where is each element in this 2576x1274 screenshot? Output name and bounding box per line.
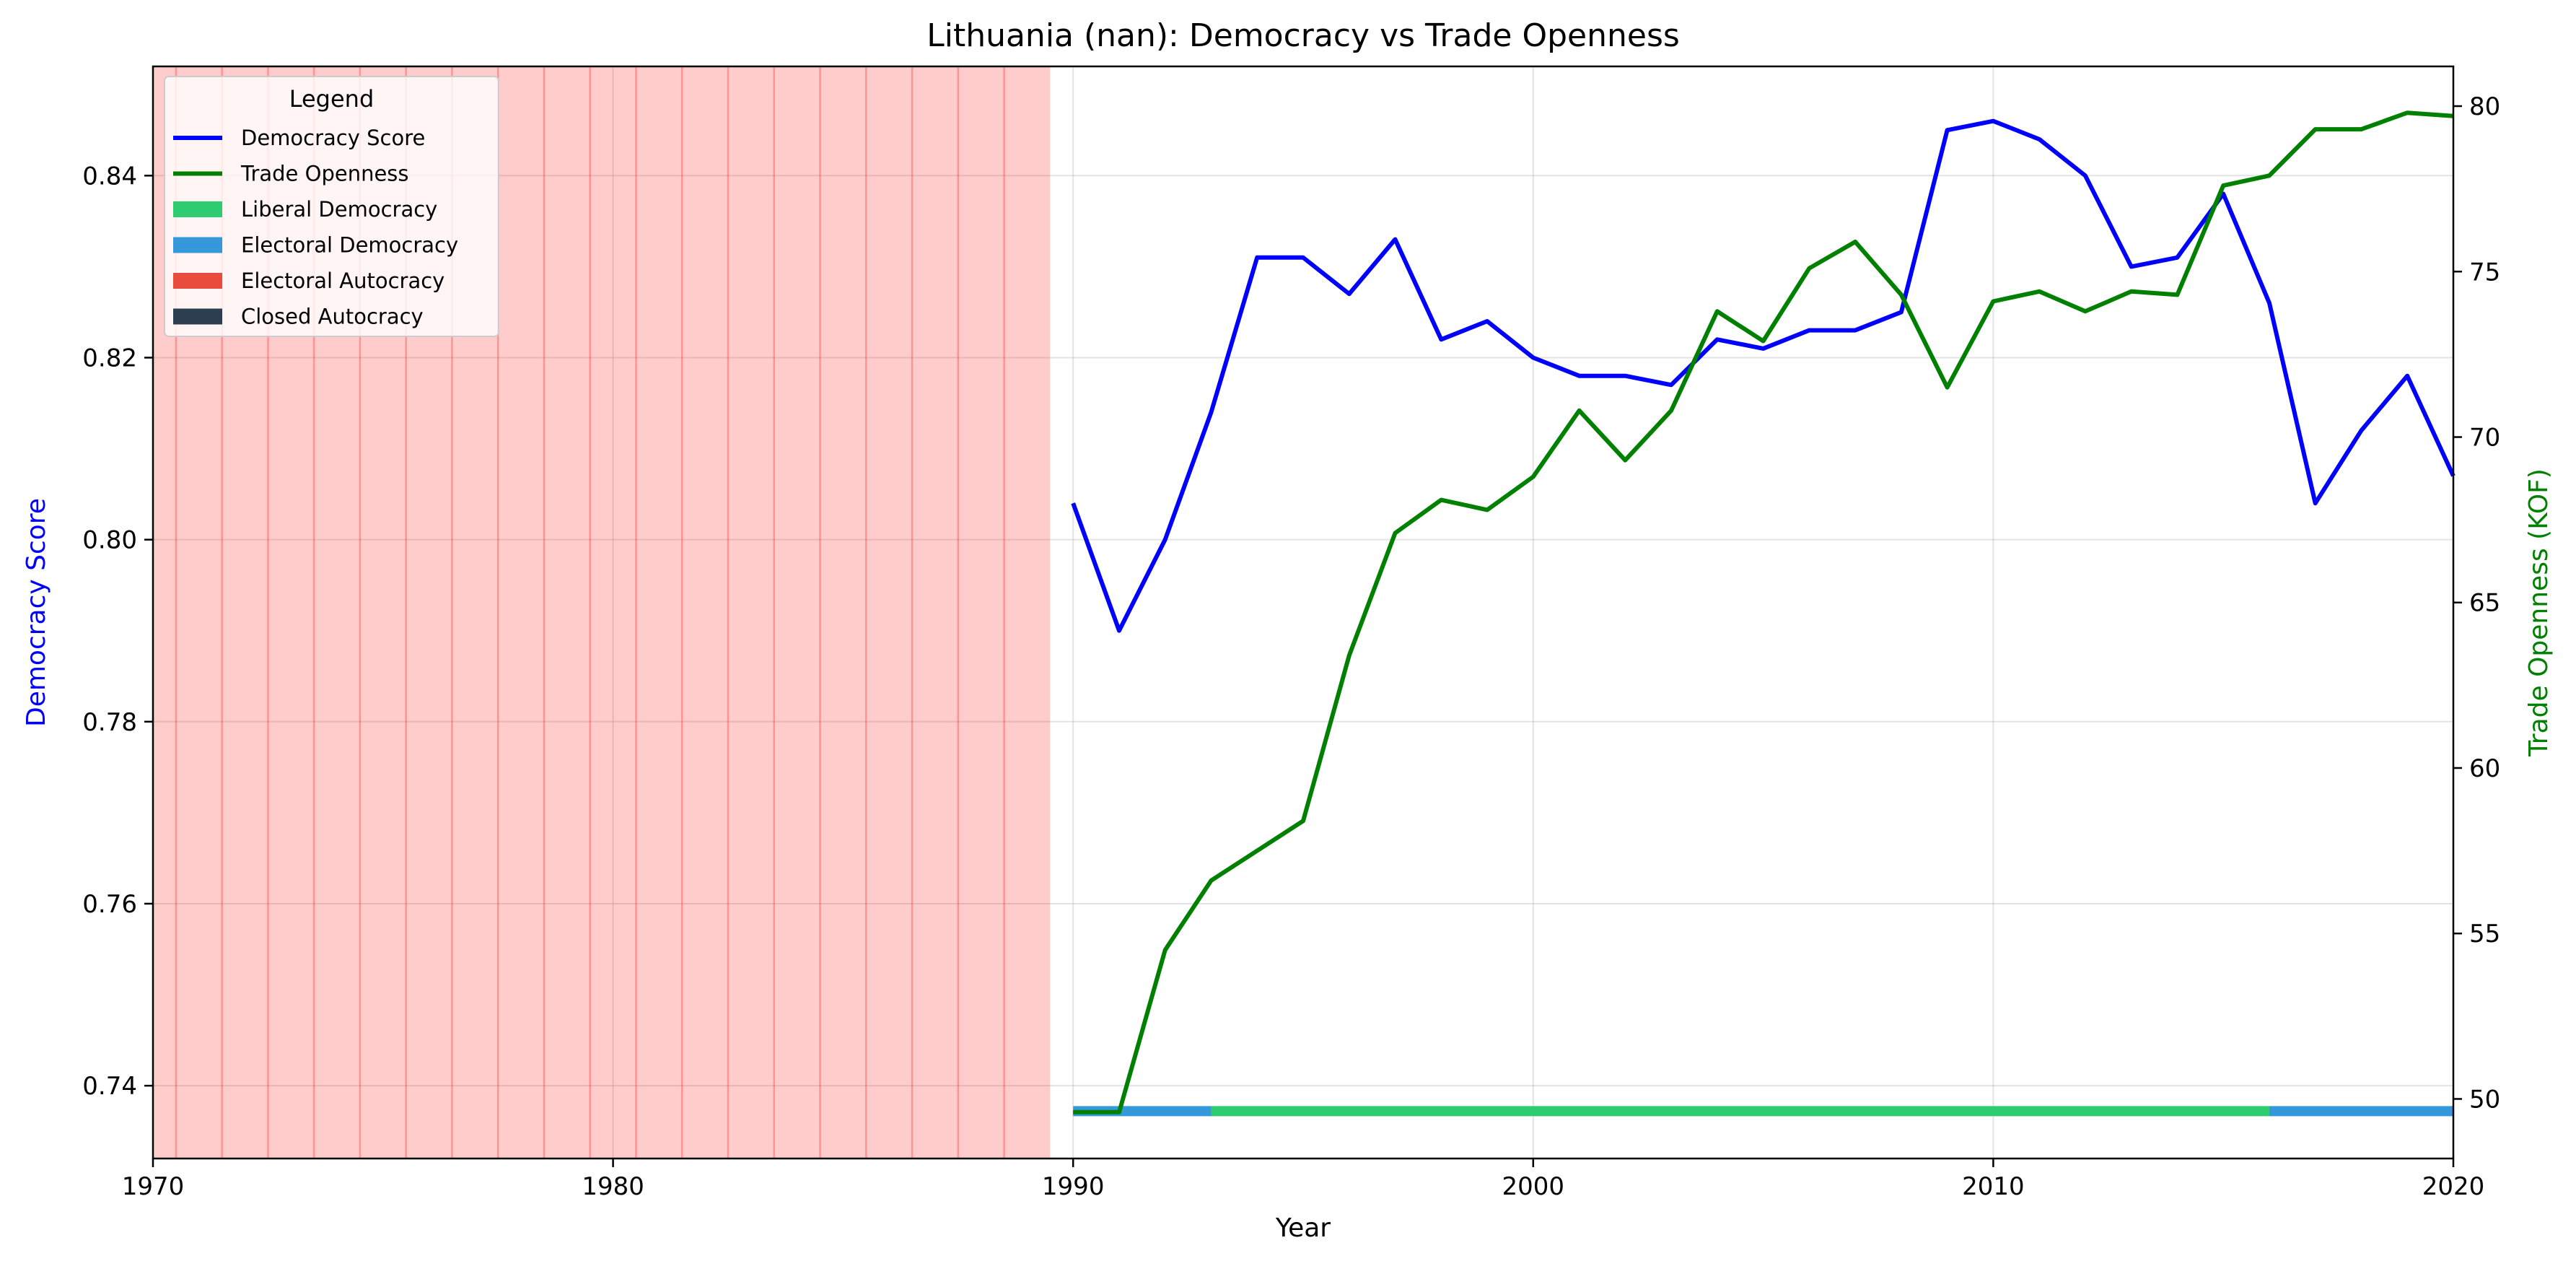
legend-entry: Democracy Score [173,126,425,150]
legend-entry: Closed Autocracy [173,305,424,329]
y-left-axis-ticks: 0.74 0.76 0.78 0.80 0.82 0.84 [82,162,153,1101]
y-right-tick-label: 70 [2469,424,2500,453]
y-right-axis-ticks: 50 55 60 65 70 75 80 [2453,92,2500,1114]
trade-openness-line [1073,110,2454,1114]
y-right-tick-label: 80 [2469,92,2500,121]
y-right-tick-label: 75 [2469,258,2500,287]
y-left-tick-label: 0.84 [82,162,137,191]
legend-entry: Liberal Democracy [173,197,437,222]
legend-patch-swatch [173,273,222,289]
legend-entry: Electoral Democracy [173,233,458,258]
y-right-tick-label: 55 [2469,920,2500,948]
legend-patch-swatch [173,237,222,253]
legend-title: Legend [289,85,374,113]
legend-patch-swatch [173,201,222,217]
legend-label: Trade Openness [240,162,409,186]
x-tick-label: 2000 [1502,1172,1565,1201]
legend-label: Closed Autocracy [241,305,424,329]
legend-patch-swatch [173,308,222,325]
x-axis-label: Year [1275,1213,1331,1243]
x-tick-label: 2010 [1962,1172,2025,1201]
x-tick-label: 1980 [582,1172,644,1201]
legend-entry: Trade Openness [173,162,409,186]
legend-label: Democracy Score [241,126,425,150]
legend: Legend Democracy Score Trade Openness Libe… [164,76,499,337]
y-right-axis-label: Trade Openness (KOF) [2524,468,2554,757]
y-left-tick-label: 0.78 [82,708,137,737]
legend-box [164,76,499,337]
legend-label: Electoral Democracy [241,233,458,258]
y-left-tick-label: 0.74 [82,1072,137,1101]
x-tick-label: 1970 [122,1172,185,1201]
plot-frame [152,65,2455,1160]
y-right-tick-label: 65 [2469,589,2500,618]
legend-entries: Democracy Score Trade Openness Liberal Dem… [173,126,458,329]
y-left-tick-label: 0.80 [82,526,137,555]
y-right-tick-label: 60 [2469,754,2500,783]
y-left-axis-label: Democracy Score [22,498,51,727]
democracy-score-line [1071,118,2455,633]
legend-entry: Electoral Autocracy [173,269,444,293]
x-tick-label: 2020 [2422,1172,2485,1201]
y-left-tick-label: 0.76 [82,890,137,919]
y-left-tick-label: 0.82 [82,344,137,372]
chart-title: Lithuania (nan): Democracy vs Trade Open… [926,17,1680,54]
legend-label: Liberal Democracy [241,197,437,222]
x-axis-ticks: 1970 1980 1990 2000 2010 2020 [122,1159,2485,1201]
y-right-tick-label: 50 [2469,1085,2500,1114]
x-tick-label: 1990 [1042,1172,1105,1201]
series-layer [1071,110,2455,1114]
legend-label: Electoral Autocracy [241,269,444,293]
